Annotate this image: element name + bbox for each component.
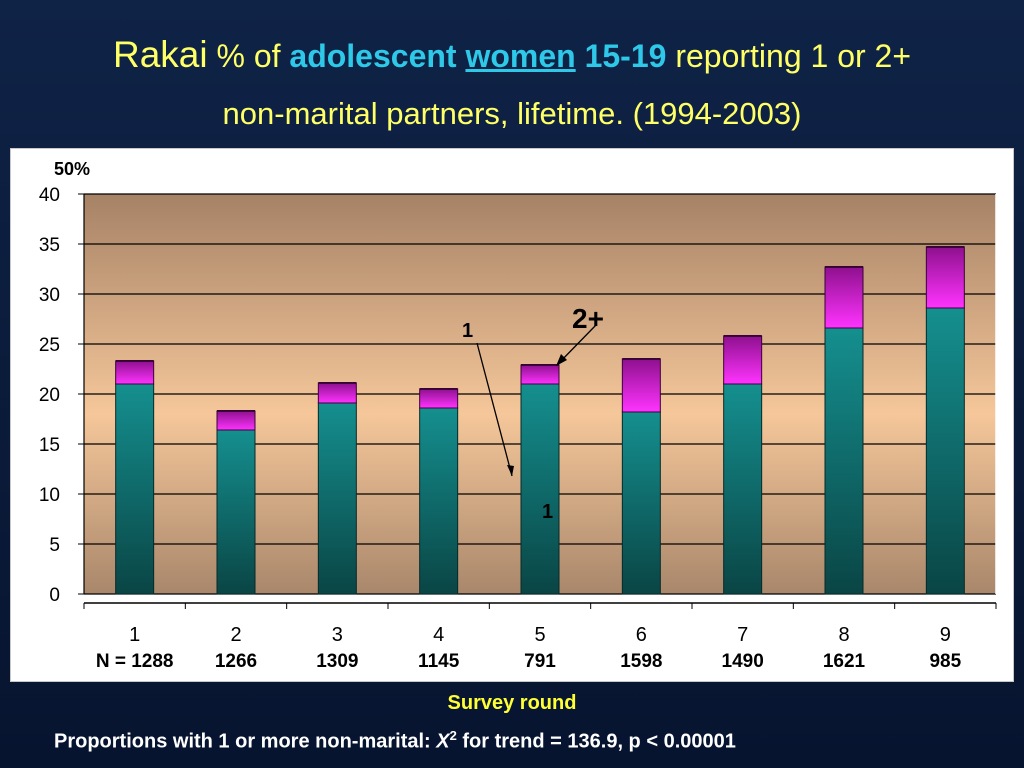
x-tick-label: 6 xyxy=(636,624,647,646)
x-tick-label: 3 xyxy=(332,624,343,646)
title-women: women xyxy=(465,38,576,74)
bar-1-partner xyxy=(419,407,459,595)
y-axis: 0 5 10 15 20 25 30 35 40 xyxy=(39,185,85,606)
title-rakai: Rakai xyxy=(112,34,208,75)
sample-size-label: 1266 xyxy=(215,651,257,672)
sample-size-label: 1309 xyxy=(316,651,358,672)
bar-2plus-partners xyxy=(925,246,965,309)
annotation-label-1-inside: 1 xyxy=(542,501,553,523)
y-tick-label: 20 xyxy=(39,385,60,406)
bar-1-partner xyxy=(216,429,256,595)
sample-size-label: 1598 xyxy=(620,651,662,672)
footnote: Proportions with 1 or more non-marital: … xyxy=(54,728,736,754)
sample-size-label: 985 xyxy=(929,651,961,672)
y-tick-label: 40 xyxy=(39,185,60,206)
slide-title-line1: Rakai % of adolescent women 15-19 report… xyxy=(0,34,1024,76)
bar-2plus-partners xyxy=(824,266,864,329)
x-tick-label: 9 xyxy=(940,624,951,646)
annotations: 1 2+ 1 xyxy=(462,303,604,523)
bar-1-partner xyxy=(317,402,357,595)
title-pct-of: % of xyxy=(216,38,281,74)
y-tick-label: 10 xyxy=(39,485,60,506)
sample-size-label: N = 1288 xyxy=(96,651,174,672)
x-tick-label: 2 xyxy=(230,624,241,646)
sample-size-label: 1145 xyxy=(418,651,460,672)
bar-2plus-partners xyxy=(419,388,459,409)
x-axis-title: Survey round xyxy=(447,692,577,714)
bar-2plus-partners xyxy=(115,360,155,385)
footnote-sup: 2 xyxy=(449,728,457,743)
x-axis: 1 N = 1288 2 1266 3 1309 4 1145 5 791 6 1598 7 1490 8 1… xyxy=(83,602,997,672)
sample-size-label: 1621 xyxy=(823,651,866,672)
footnote-post: for trend = 136.9, p < 0.00001 xyxy=(456,730,736,753)
y-tick-label: 0 xyxy=(49,585,60,606)
y-tick-label: 25 xyxy=(39,335,60,356)
annotation-arrow-1 xyxy=(476,342,513,477)
y-tick-label: 5 xyxy=(49,535,60,556)
bars xyxy=(115,246,965,595)
y-tick-label: 15 xyxy=(39,435,60,456)
bar-2plus-partners xyxy=(317,382,357,404)
x-tick-label: 7 xyxy=(737,624,748,646)
y-tick-label: 35 xyxy=(39,235,60,256)
bar-1-partner xyxy=(723,383,763,595)
bar-2plus-partners xyxy=(723,335,763,385)
annotation-label-1: 1 xyxy=(462,320,473,342)
title-age: 15-19 xyxy=(584,38,667,74)
x-tick-label: 8 xyxy=(838,624,849,646)
bar-1-partner xyxy=(621,411,661,595)
bar-2plus-partners xyxy=(621,358,661,413)
bar-1-partner xyxy=(925,307,965,595)
annotation-label-2plus: 2+ xyxy=(572,303,604,334)
annotation-arrowhead-1 xyxy=(507,465,514,476)
x-tick-label: 1 xyxy=(129,624,140,646)
footnote-pre: Proportions with 1 or more non-marital: xyxy=(54,730,437,753)
bar-2plus-partners xyxy=(520,364,560,385)
sample-size-label: 791 xyxy=(524,651,556,672)
annotation-arrowhead-2plus xyxy=(556,354,567,366)
x-tick-label: 5 xyxy=(534,624,545,646)
y-top-label: 50% xyxy=(54,159,90,179)
bar-1-partner xyxy=(520,383,560,595)
title-adolescent: adolescent xyxy=(289,38,457,74)
bar-1-partner xyxy=(824,327,864,595)
title-reporting: reporting 1 or 2+ xyxy=(675,38,912,74)
y-tick-label: 30 xyxy=(39,285,60,306)
bar-2plus-partners xyxy=(216,410,256,431)
x-tick-label: 4 xyxy=(433,624,444,646)
footnote-stat: X xyxy=(436,730,450,753)
sample-size-label: 1490 xyxy=(722,651,764,672)
slide-title-line2: non-marital partners, lifetime. (1994-20… xyxy=(222,96,802,131)
bar-1-partner xyxy=(115,383,155,595)
